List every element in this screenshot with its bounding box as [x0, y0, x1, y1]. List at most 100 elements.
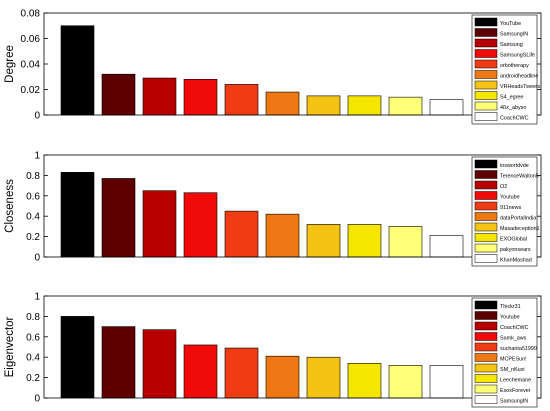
- y-axis-label: Eigenvector: [4, 316, 16, 377]
- legend-swatch-6: [474, 212, 498, 221]
- legend-swatch-2: [474, 28, 498, 37]
- y-tick-label: 0.02: [21, 85, 41, 96]
- legend-label-6: dataPortalIndia: [500, 215, 536, 221]
- y-tick-label: 0.4: [26, 353, 40, 364]
- legend-label-6: androidheadline: [500, 73, 538, 79]
- legend-label-5: suchanta51990: [500, 346, 537, 352]
- bar-2-3: [142, 190, 177, 258]
- y-tick-label: 0.06: [21, 34, 41, 45]
- legend-swatch-1: [474, 159, 498, 169]
- bar-1-6: [265, 91, 300, 116]
- bar-1-4: [183, 79, 218, 116]
- legend-swatch-4: [474, 191, 498, 200]
- legend-label-2: TerenceWalton5: [500, 173, 539, 179]
- legend-label-1: inswortdvde: [500, 163, 529, 169]
- legend-label-10: SamsungIN: [500, 398, 528, 404]
- bar-2-9: [388, 226, 423, 258]
- legend-swatch-7: [474, 363, 498, 373]
- bar-1-10: [429, 99, 464, 116]
- bar-3-8: [347, 363, 382, 399]
- bar-1-2: [101, 73, 136, 116]
- legend-swatch-10: [474, 395, 498, 404]
- legend-swatch-5: [474, 342, 498, 352]
- legend-swatch-8: [474, 91, 498, 100]
- bar-2-4: [183, 192, 218, 258]
- legend-swatch-4: [474, 332, 498, 341]
- bar-1-1: [60, 25, 95, 116]
- bar-3-10: [429, 365, 464, 399]
- legend-label-1: YouTube: [500, 21, 521, 27]
- legend-label-7: Masadeception1: [500, 226, 540, 232]
- legend-label-1: Thickr31: [500, 304, 521, 310]
- legend-label-8: Leechemane: [500, 377, 531, 383]
- bar-2-2: [101, 178, 136, 258]
- legend-label-2: SamsungIN: [500, 31, 528, 37]
- bar-1-8: [347, 95, 382, 116]
- legend-swatch-9: [474, 243, 498, 253]
- legend-swatch-1: [474, 300, 498, 310]
- legend-label-10: KhanMashad: [500, 257, 532, 263]
- bar-3-4: [183, 344, 218, 399]
- bar-2-1: [60, 172, 95, 258]
- bar-2-10: [429, 235, 464, 258]
- legend-swatch-1: [474, 17, 498, 27]
- y-tick-label: 0.04: [21, 60, 41, 71]
- bar-1-3: [142, 77, 177, 116]
- bar-3-1: [60, 316, 95, 399]
- bar-1-5: [224, 84, 259, 116]
- y-axis-label: Closeness: [4, 179, 16, 233]
- bar-3-6: [265, 355, 300, 399]
- legend-swatch-2: [474, 311, 498, 320]
- legend-swatch-3: [474, 38, 498, 48]
- y-tick-label: 0: [34, 111, 40, 122]
- bar-3-7: [306, 356, 341, 399]
- y-tick-label: 0.2: [26, 373, 40, 384]
- legend-swatch-9: [474, 384, 498, 394]
- legend-label-9: ExoxForever: [500, 388, 531, 394]
- axes-frame: [43, 154, 542, 258]
- legend-swatch-7: [474, 222, 498, 232]
- legend-swatch-9: [474, 101, 498, 111]
- legend-swatch-8: [474, 374, 498, 383]
- bar-3-5: [224, 347, 259, 399]
- legend-label-10: CoachCWC: [500, 115, 529, 121]
- chart-panel-1: 0 0.02 0.04 0.06 0.08 Degree YouTube SamsungIN S…: [4, 9, 542, 125]
- chart-panel-3: 0 0.2 0.4 0.6 0.8 1 Eigenvector Thickr31 Youtube…: [4, 292, 542, 408]
- legend-label-4: SamsungSLife: [500, 52, 535, 58]
- bar-2-6: [265, 213, 300, 258]
- bar-3-2: [101, 326, 136, 399]
- bar-2-7: [306, 224, 341, 258]
- legend-label-7: SM_nKuxi: [500, 367, 525, 373]
- bar-3-9: [388, 365, 423, 399]
- y-tick-label: 0.6: [26, 191, 40, 202]
- y-tick-label: 1: [34, 151, 40, 162]
- axes-frame: [43, 295, 542, 399]
- legend-label-3: O2: [500, 184, 507, 190]
- legend-swatch-5: [474, 201, 498, 211]
- bar-1-9: [388, 96, 423, 116]
- legend-label-2: Youtube: [500, 314, 520, 320]
- legend-swatch-3: [474, 321, 498, 331]
- chart-panel-2: 0 0.2 0.4 0.6 0.8 1 Closeness inswortdvde Terenc…: [4, 151, 542, 267]
- bar-2-5: [224, 210, 259, 258]
- y-axis-label: Degree: [4, 45, 16, 83]
- y-tick-label: 0: [34, 253, 40, 264]
- y-tick-label: 0.6: [26, 332, 40, 343]
- y-tick-label: 0.8: [26, 171, 40, 182]
- legend-label-8: EXOGlobal: [500, 236, 527, 242]
- y-tick-label: 0.8: [26, 312, 40, 323]
- bar-2-8: [347, 224, 382, 258]
- y-tick-label: 0.08: [21, 9, 41, 20]
- legend-swatch-8: [474, 233, 498, 242]
- legend-label-6: MCPESun!: [500, 356, 527, 362]
- legend-swatch-4: [474, 49, 498, 58]
- legend-swatch-10: [474, 254, 498, 263]
- bar-1-7: [306, 95, 341, 116]
- legend-label-3: Samsung: [500, 42, 523, 48]
- legend-swatch-10: [474, 112, 498, 121]
- bar-3-3: [142, 329, 177, 399]
- legend-label-4: Samk_aws: [500, 335, 527, 341]
- y-tick-label: 1: [34, 292, 40, 303]
- legend-label-9: pakyonsears: [500, 247, 531, 253]
